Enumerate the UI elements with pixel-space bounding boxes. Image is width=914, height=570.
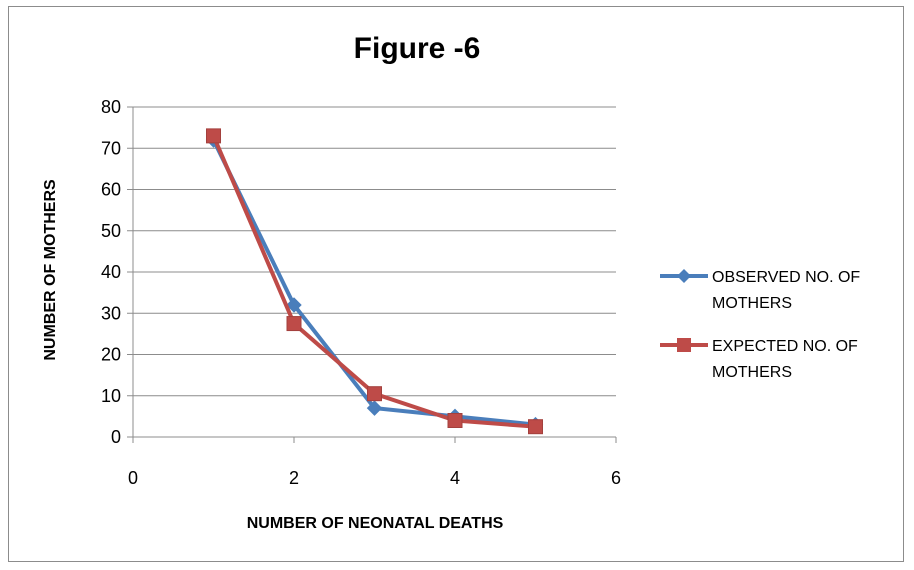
data-point-marker (367, 386, 382, 402)
axes (127, 106, 617, 443)
legend: OBSERVED NO. OF MOTHERS EXPECTED NO. OF MOT… (660, 269, 860, 381)
data-point-marker (286, 316, 302, 332)
data-point-marker (286, 297, 302, 313)
legend-label: EXPECTED NO. OF (712, 338, 858, 355)
y-tick-label: 0 (111, 427, 121, 447)
chart-frame (8, 6, 904, 562)
legend-marker (677, 269, 691, 283)
x-tick-label: 6 (611, 468, 621, 488)
y-tick-labels: 0 10 20 30 40 50 60 70 80 (101, 97, 121, 447)
data-point-marker (528, 419, 543, 435)
legend-label: MOTHERS (712, 295, 792, 312)
x-tick-labels: 0 2 4 6 (128, 468, 621, 488)
gridlines (133, 106, 616, 397)
x-axis-label: NUMBER OF NEONATAL DEATHS (247, 515, 504, 532)
legend-label: MOTHERS (712, 364, 792, 381)
y-axis-label: NUMBER OF MOTHERS (42, 179, 59, 361)
y-tick-label: 20 (101, 345, 121, 365)
x-tick-label: 2 (289, 468, 299, 488)
legend-marker (677, 338, 691, 352)
y-tick-label: 40 (101, 262, 121, 282)
y-tick-label: 70 (101, 138, 121, 158)
series-line-2 (211, 133, 538, 429)
x-tick-label: 0 (128, 468, 138, 488)
y-tick-label: 10 (101, 386, 121, 406)
chart-title: Figure -6 (354, 32, 481, 65)
y-tick-label: 60 (101, 180, 121, 200)
y-tick-label: 80 (101, 97, 121, 117)
series-line-1 (211, 138, 538, 427)
data-point-marker (447, 413, 463, 428)
legend-label: OBSERVED NO. OF (712, 269, 860, 286)
data-point-marker (206, 128, 221, 144)
y-tick-label: 30 (101, 303, 121, 323)
y-tick-label: 50 (101, 221, 121, 241)
x-tick-label: 4 (450, 468, 460, 488)
data-point-marker (366, 400, 383, 416)
series-group (205, 128, 544, 435)
